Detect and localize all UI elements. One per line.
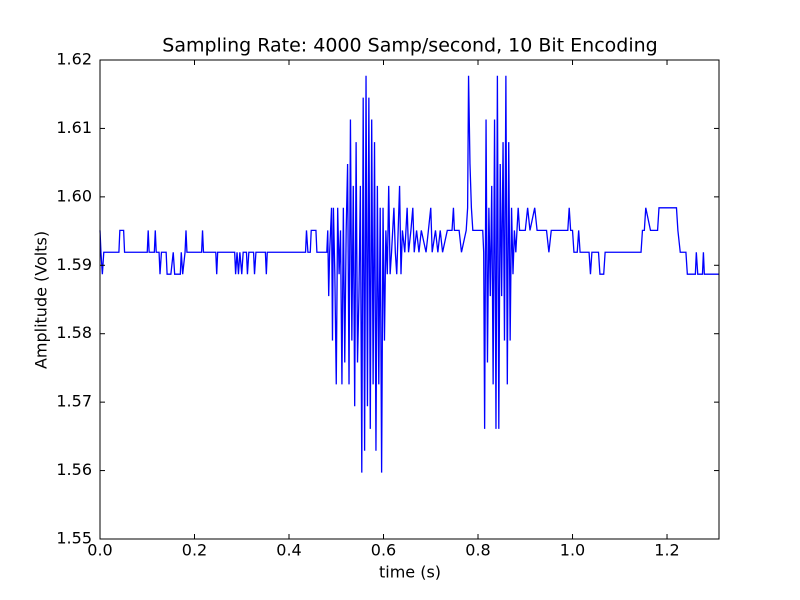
x-tick-label: 0.0 [87, 541, 112, 560]
y-tick-label: 1.56 [56, 460, 92, 479]
data-line [99, 75, 719, 473]
y-tick-label: 1.58 [56, 323, 92, 342]
y-axis-label: Amplitude (Volts) [32, 231, 51, 369]
y-tick-label: 1.59 [56, 255, 92, 274]
x-tick-label: 0.8 [465, 541, 490, 560]
chart-title: Sampling Rate: 4000 Samp/second, 10 Bit … [162, 35, 657, 57]
x-axis-label: time (s) [379, 563, 441, 582]
y-tick-label: 1.57 [56, 392, 92, 411]
y-tick-label: 1.61 [56, 118, 92, 137]
y-tick-label: 1.60 [56, 186, 92, 205]
y-tick-label: 1.62 [56, 50, 92, 69]
axes-frame [99, 59, 720, 540]
x-tick-label: 1.0 [560, 541, 585, 560]
x-tick-label: 0.2 [182, 541, 207, 560]
x-tick-label: 1.2 [654, 541, 679, 560]
y-tick-label: 1.55 [56, 529, 92, 548]
x-tick-label: 0.4 [276, 541, 301, 560]
x-tick-label: 0.6 [371, 541, 396, 560]
